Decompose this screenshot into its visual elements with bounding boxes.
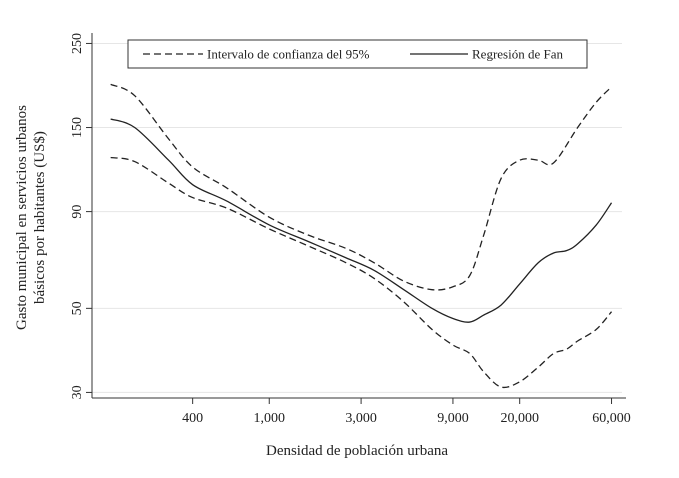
series-line-fan-regression bbox=[110, 118, 613, 323]
legend-box bbox=[127, 39, 588, 69]
series-line-ci-upper bbox=[110, 83, 612, 291]
legend: Intervalo de confianza del 95% Regresión … bbox=[127, 39, 588, 69]
y-tick-label: 150 bbox=[70, 117, 85, 138]
y-tick-label: 250 bbox=[70, 33, 85, 54]
x-tick-label: 60,000 bbox=[592, 411, 631, 426]
x-axis-title: Densidad de población urbana bbox=[266, 443, 448, 459]
y-tick-label: 50 bbox=[70, 301, 85, 315]
series-line-ci-lower bbox=[110, 156, 613, 389]
y-axis-title-line-1: Gasto municipal en servicios urbanos bbox=[14, 105, 30, 330]
x-tick-label: 400 bbox=[182, 411, 203, 426]
legend-label-fan: Regresión de Fan bbox=[472, 47, 563, 62]
y-tick-label: 30 bbox=[70, 385, 85, 399]
y-tick-label: 90 bbox=[70, 205, 85, 219]
x-tick-label: 20,000 bbox=[500, 411, 539, 426]
grid-lines bbox=[92, 42, 622, 393]
x-tick-label: 9,000 bbox=[437, 411, 469, 426]
series-group bbox=[110, 83, 613, 389]
legend-label-ci: Intervalo de confianza del 95% bbox=[207, 47, 370, 62]
x-tick-label: 3,000 bbox=[345, 411, 377, 426]
y-axis-title-line-2: básicos por habitantes (US$) bbox=[32, 131, 48, 304]
axes: 30 50 90 150 250 400 1,000 3,000 9,000 20,000 60,0… bbox=[70, 33, 631, 426]
x-tick-label: 1,000 bbox=[254, 411, 286, 426]
